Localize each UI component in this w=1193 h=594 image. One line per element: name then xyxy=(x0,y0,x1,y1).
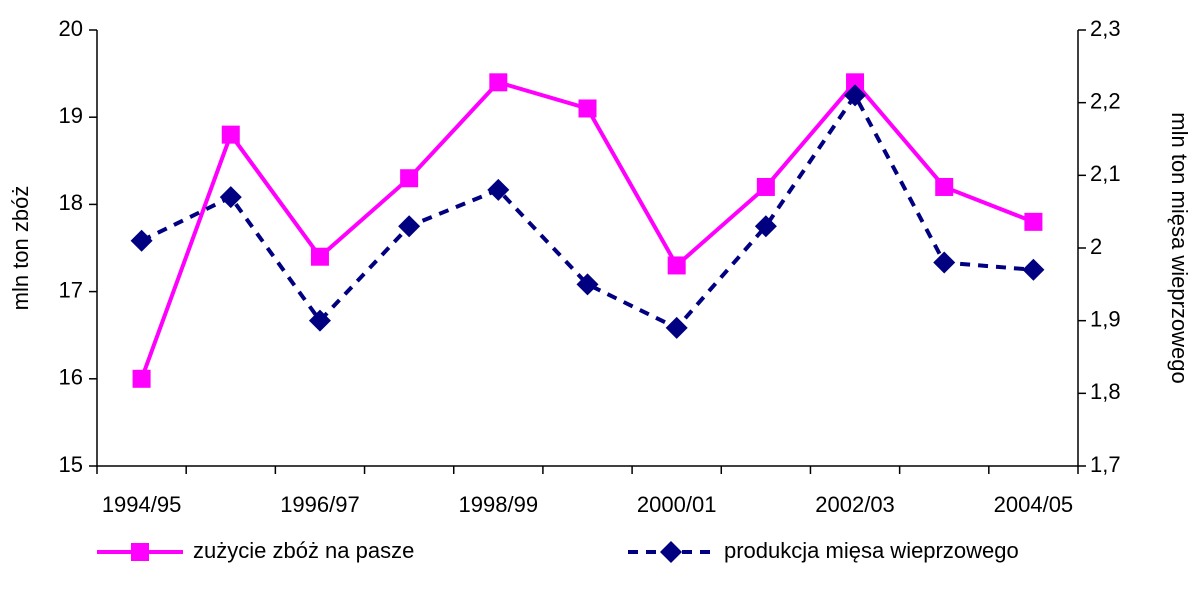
x-tick-label: 2002/03 xyxy=(815,492,895,517)
legend-label: zużycie zbóż na pasze xyxy=(193,538,414,563)
marker xyxy=(1024,212,1043,231)
marker xyxy=(130,229,153,252)
y2-tick-label: 2,3 xyxy=(1090,16,1121,41)
y-tick-label: 20 xyxy=(59,16,83,41)
marker xyxy=(578,99,597,118)
y-tick-label: 15 xyxy=(59,452,83,477)
marker xyxy=(221,125,240,144)
marker xyxy=(754,215,777,238)
x-tick-label: 1996/97 xyxy=(280,492,360,517)
x-tick-label: 2004/05 xyxy=(994,492,1074,517)
marker xyxy=(756,177,775,196)
series-line xyxy=(139,79,1035,380)
marker xyxy=(398,215,421,238)
legend-marker xyxy=(131,543,149,561)
marker xyxy=(576,273,599,296)
marker xyxy=(489,73,508,92)
y2-tick-label: 1,9 xyxy=(1090,306,1121,331)
y-tick-label: 19 xyxy=(59,103,83,128)
y2-axis-title: mln ton mięsa wieprzowego xyxy=(1167,112,1192,383)
y-tick-label: 18 xyxy=(59,190,83,215)
series-line xyxy=(140,91,1034,331)
y2-tick-label: 1,7 xyxy=(1090,452,1121,477)
y2-tick-label: 1,8 xyxy=(1090,379,1121,404)
marker xyxy=(933,251,956,274)
x-tick-label: 2000/01 xyxy=(637,492,717,517)
y2-tick-label: 2,2 xyxy=(1090,88,1121,113)
marker xyxy=(935,177,954,196)
marker xyxy=(310,247,329,266)
marker xyxy=(844,84,867,107)
marker xyxy=(665,316,688,339)
legend-marker xyxy=(660,541,682,563)
y-tick-label: 16 xyxy=(59,365,83,390)
marker xyxy=(308,309,331,332)
y2-tick-label: 2 xyxy=(1090,234,1102,259)
y-axis-title: mln ton zbóż xyxy=(8,186,33,311)
marker xyxy=(667,256,686,275)
x-tick-label: 1994/95 xyxy=(102,492,182,517)
legend-label: produkcja mięsa wieprzowego xyxy=(724,538,1019,563)
marker xyxy=(400,169,419,188)
marker xyxy=(219,186,242,209)
marker xyxy=(132,369,151,388)
marker xyxy=(487,178,510,201)
y-tick-label: 17 xyxy=(59,277,83,302)
marker xyxy=(846,73,865,92)
marker xyxy=(1022,258,1045,281)
y2-tick-label: 2,1 xyxy=(1090,161,1121,186)
x-tick-label: 1998/99 xyxy=(459,492,539,517)
